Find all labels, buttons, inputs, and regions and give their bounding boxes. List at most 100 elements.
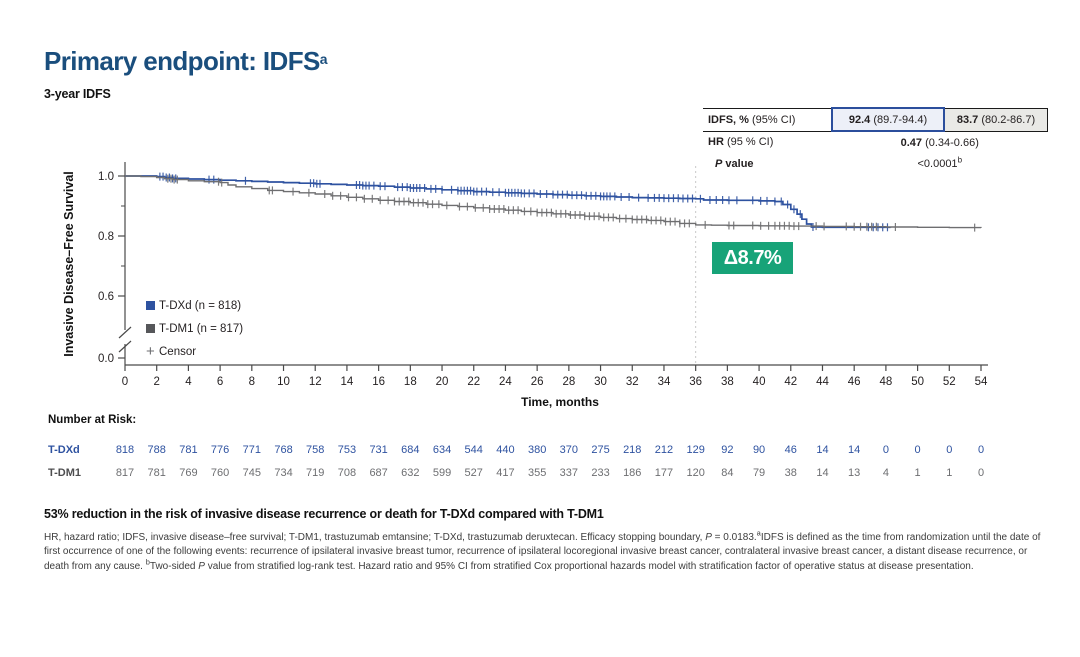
y-tick-label: 1.0 [98, 171, 114, 183]
nar-value: 684 [401, 444, 420, 456]
nar-value: 14 [848, 444, 861, 456]
survival-curve-t-dm1 [125, 175, 982, 229]
nar-value: 90 [752, 444, 766, 456]
x-tick-label: 42 [784, 376, 797, 388]
nar-value: 719 [306, 467, 325, 479]
x-tick-label: 8 [249, 376, 255, 388]
nar-value: 527 [464, 467, 483, 479]
nar-value: 4 [882, 467, 889, 479]
nar-value: 79 [752, 467, 766, 479]
nar-value: 38 [784, 467, 797, 479]
page-subtitle: 3-year IDFS [44, 87, 111, 101]
stats-hr-value: 0.47 (0.34-0.66) [900, 136, 979, 149]
stats-idfs-tdxd-value: 92.4 (89.7-94.4) [831, 107, 945, 132]
nar-value: 818 [115, 444, 135, 456]
y-axis-break-slash [118, 326, 132, 339]
nar-value: 768 [274, 444, 293, 456]
nar-value: 771 [242, 444, 261, 456]
nar-value: 788 [147, 444, 166, 456]
nar-value: 212 [654, 444, 674, 456]
nar-value: 781 [179, 444, 198, 456]
nar-value: 370 [559, 444, 579, 456]
x-tick-label: 28 [562, 376, 575, 388]
y-tick-label: 0.0 [98, 353, 114, 365]
stats-table: IDFS, % (95% CI) 92.4 (89.7-94.4) 83.7 (… [703, 107, 1048, 174]
footnote-segment: P [198, 560, 205, 572]
footnote-segment: value from stratified log-rank test. Haz… [204, 560, 974, 572]
stats-row-hr: HR (95 % CI) 0.47 (0.34-0.66) [703, 131, 1048, 153]
nar-value: 687 [369, 467, 388, 479]
nar-value: 380 [527, 444, 547, 456]
nar-value: 0 [977, 444, 985, 456]
number-at-risk-heading: Number at Risk: [48, 414, 137, 426]
x-tick-label: 0 [122, 376, 128, 388]
nar-row-label: T-DXd [48, 444, 80, 456]
nar-value: 544 [464, 444, 483, 456]
stats-row-idfs: IDFS, % (95% CI) 92.4 (89.7-94.4) 83.7 (… [703, 107, 1048, 132]
nar-value: 599 [432, 467, 452, 479]
x-tick-label: 32 [626, 376, 639, 388]
number-at-risk-row-tdm1: T-DM1 817 781 769 760 745 734 719 708 687 632 599 52… [0, 467, 1080, 481]
number-at-risk-row-tdxd: T-DXd 818 788 781 776 771 768 758 753 731 684 634 54… [0, 444, 1080, 458]
x-tick-label: 18 [404, 376, 417, 388]
nar-value: 14 [816, 467, 829, 479]
x-tick-label: 38 [721, 376, 734, 388]
nar-value: 634 [432, 444, 452, 456]
footnote-text: HR, hazard ratio; IDFS, invasive disease… [44, 529, 1046, 574]
nar-value: 734 [274, 467, 293, 479]
x-tick-label: 50 [911, 376, 924, 388]
legend-item-tdm1-label: T-DM1 (n = 817) [159, 322, 244, 335]
page-title: Primary endpoint: IDFSa [44, 46, 328, 77]
footnote-segment: HR, hazard ratio; IDFS, invasive disease… [44, 532, 706, 543]
nar-value: 1 [914, 467, 921, 479]
stats-row-pvalue: P value <0.0001b [703, 153, 1048, 174]
nar-value: 760 [210, 467, 230, 479]
x-tick-label: 2 [154, 376, 160, 388]
nar-value: 218 [623, 444, 642, 456]
page-title-superscript: a [319, 51, 328, 67]
y-axis-break-slash [118, 340, 132, 353]
nar-value: 186 [623, 467, 642, 479]
legend-item-censor: + Censor [146, 340, 243, 363]
legend-item-tdm1: T-DM1 (n = 817) [146, 317, 243, 340]
x-tick-label: 46 [848, 376, 861, 388]
nar-value: 177 [654, 467, 674, 479]
footnote-segment: = 0.0183. [711, 532, 757, 543]
footnote-segment: IDFS is defined as the time from randomi… [44, 532, 1041, 572]
nar-value: 355 [527, 467, 547, 479]
legend-item-tdxd-label: T-DXd (n = 818) [159, 299, 242, 312]
tdm1-series-marker-icon [146, 324, 155, 333]
nar-value: 817 [115, 467, 135, 479]
y-axis-label: Invasive Disease–Free Survival [62, 171, 76, 357]
nar-value: 776 [210, 444, 230, 456]
conclusion-statement: 53% reduction in the risk of invasive di… [44, 507, 604, 521]
x-tick-label: 4 [185, 376, 192, 388]
nar-value: 14 [816, 444, 829, 456]
chart-legend: T-DXd (n = 818) T-DM1 (n = 817) + Censor [146, 294, 243, 363]
page-title-text: Primary endpoint: IDFS [44, 46, 320, 76]
nar-value: 337 [559, 467, 579, 479]
tdxd-series-marker-icon [146, 301, 155, 310]
nar-value: 13 [848, 467, 861, 479]
nar-value: 745 [242, 467, 261, 479]
x-tick-label: 12 [309, 376, 322, 388]
nar-value: 753 [337, 444, 357, 456]
legend-item-tdxd: T-DXd (n = 818) [146, 294, 243, 317]
footnote-segment: b [145, 557, 150, 567]
x-tick-label: 24 [499, 376, 512, 388]
nar-value: 0 [882, 444, 889, 456]
nar-value: 769 [179, 467, 198, 479]
nar-value: 758 [306, 444, 325, 456]
x-tick-label: 26 [531, 376, 544, 388]
stats-idfs-label: IDFS, % (95% CI) [703, 107, 832, 132]
nar-value: 708 [337, 467, 357, 479]
nar-value: 0 [914, 444, 921, 456]
y-tick-label: 0.8 [98, 231, 114, 243]
x-tick-label: 10 [277, 376, 290, 388]
x-tick-label: 40 [753, 376, 766, 388]
x-tick-label: 20 [436, 376, 449, 388]
x-axis-label: Time, months [521, 395, 599, 409]
nar-value: 92 [721, 444, 734, 456]
